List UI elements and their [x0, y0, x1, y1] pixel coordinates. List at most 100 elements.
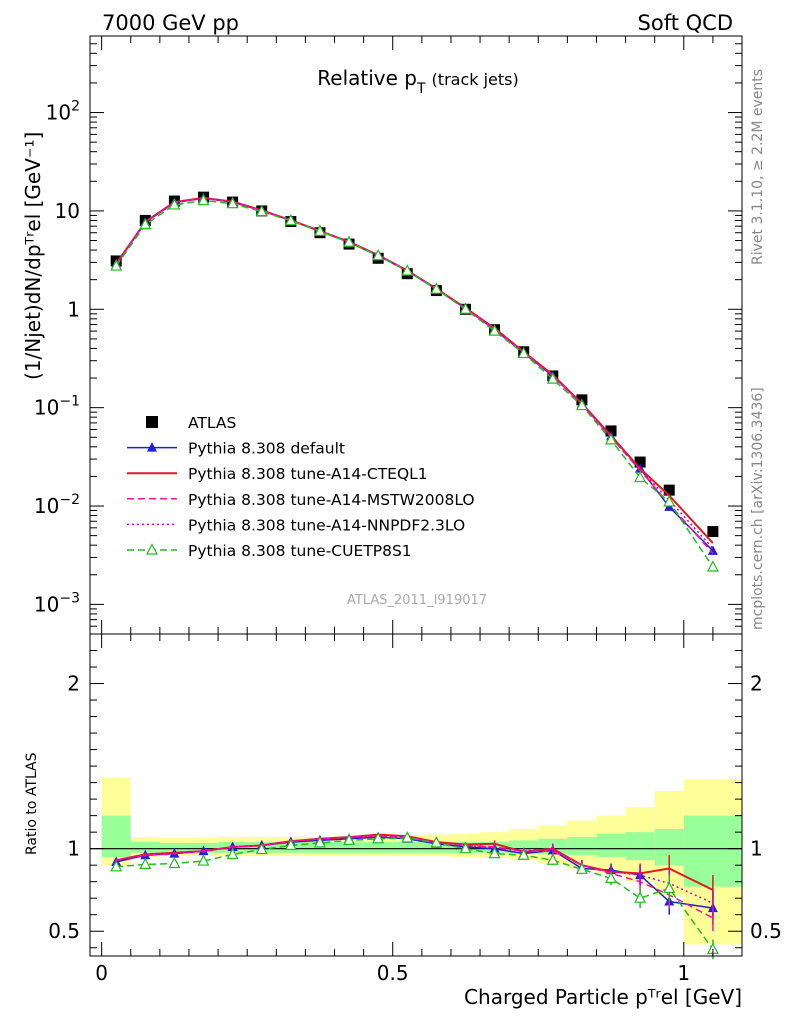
- analysis-watermark: ATLAS_2011_I919017: [347, 593, 487, 608]
- legend-entry: Pythia 8.308 tune-A14-NNPDF2.3LO: [127, 516, 465, 534]
- mc-point: [517, 346, 530, 359]
- ratio-axes: 0.5 0.5 1 1 2 2 0 0.5 1: [48, 634, 782, 985]
- legend-entry: ATLAS: [146, 414, 236, 432]
- mc-point: [663, 495, 676, 507]
- x-tick-label: 1: [677, 961, 690, 985]
- legend-label: Pythia 8.308 tune-A14-CTEQL1: [188, 465, 428, 483]
- ratio-point: [634, 891, 647, 903]
- ratio-point: [197, 854, 210, 866]
- series-5: [110, 193, 719, 572]
- legend-label: Pythia 8.308 default: [188, 440, 345, 458]
- ratio-point: [372, 831, 385, 844]
- ratio-y-tick-label: 1: [67, 837, 80, 861]
- mc-point: [707, 545, 718, 555]
- ratio-point: [139, 857, 152, 869]
- mc-point: [546, 372, 559, 384]
- ratio-y-tick-label-right: 2: [750, 672, 763, 696]
- ratio-point: [517, 848, 530, 860]
- ratio-point: [663, 881, 676, 893]
- legend-entry: Pythia 8.308 tune-A14-CTEQL1: [127, 465, 428, 483]
- data-point: [663, 484, 675, 496]
- ratio-y-tick-label-right: 1: [750, 837, 763, 861]
- band-green: [596, 833, 626, 857]
- ratio-point: [168, 856, 181, 869]
- legend-marker: [146, 416, 158, 428]
- mc-point: [110, 259, 123, 271]
- mc-point: [197, 193, 210, 206]
- legend: ATLAS Pythia 8.308 default Pythia 8.308 tu…: [127, 414, 475, 560]
- band-green: [130, 842, 160, 853]
- mc-point: [284, 213, 297, 226]
- ratio-point: [343, 833, 356, 846]
- main-panel: [110, 191, 719, 572]
- y-tick-label: 10−2: [34, 492, 80, 518]
- ratio-frame: [89, 633, 743, 957]
- mc-point: [226, 196, 239, 209]
- mc-point: [372, 248, 385, 261]
- legend-marker: [147, 442, 157, 452]
- series-line: [115, 197, 714, 550]
- mc-point: [706, 560, 719, 572]
- ratio-point: [401, 831, 414, 843]
- mc-point: [255, 204, 268, 217]
- mc-point: [313, 224, 326, 236]
- data-point: [707, 526, 719, 538]
- y-tick-label: 102: [46, 99, 80, 125]
- series-line: [115, 199, 714, 568]
- y-axis-label-main: (1/Njet)dN/dpᵀʳel [GeV⁻¹]: [21, 132, 45, 380]
- mc-point: [488, 324, 501, 336]
- mc-point: [575, 398, 588, 411]
- mc-point: [459, 302, 472, 314]
- ratio-point: [488, 846, 501, 859]
- header-left: 7000 GeV pp: [102, 11, 239, 35]
- series-4: [115, 197, 714, 550]
- ratio-panel: [90, 777, 742, 960]
- legend-label: Pythia 8.308 tune-A14-NNPDF2.3LO: [188, 516, 465, 534]
- ratio-point: [546, 853, 559, 865]
- band-green: [363, 842, 393, 853]
- data-point: [634, 456, 646, 468]
- ratio-y-tick-label-right: 0.5: [750, 919, 782, 943]
- plot-title: Relative pT (track jets): [317, 66, 518, 97]
- legend-entry: Pythia 8.308 tune-CUETP8S1: [127, 542, 412, 560]
- mc-point: [139, 217, 152, 230]
- ratio-point: [605, 871, 618, 883]
- ratio-point: [110, 860, 123, 872]
- ratio-point: [284, 838, 297, 850]
- legend-label: Pythia 8.308 tune-A14-MSTW2008LO: [188, 491, 475, 509]
- band-green: [334, 842, 364, 853]
- ratio-point: [575, 862, 588, 874]
- x-tick-label: 0: [95, 961, 108, 985]
- ratio-series-4: [110, 831, 719, 960]
- x-tick-label: 0.5: [377, 961, 409, 985]
- main-axes: 10−3 10−2 10−1 1 10 102: [34, 35, 743, 635]
- ratio-y-tick-label: 2: [67, 672, 80, 696]
- mc-point: [605, 433, 618, 445]
- y-tick-label: 10−3: [34, 590, 80, 616]
- header-right: Soft QCD: [638, 11, 733, 35]
- ratio-point: [430, 836, 443, 848]
- band-green: [392, 842, 422, 853]
- mc-point: [401, 264, 414, 276]
- band-green: [567, 837, 597, 856]
- legend-label: ATLAS: [188, 414, 236, 432]
- legend-entry: Pythia 8.308 default: [127, 440, 345, 458]
- ratio-point: [255, 842, 268, 855]
- series-0: [110, 191, 719, 538]
- mc-point: [430, 282, 443, 294]
- legend-label: Pythia 8.308 tune-CUETP8S1: [188, 542, 412, 560]
- band-green: [159, 842, 189, 853]
- rivet-label: Rivet 3.1.10, ≥ 2.2M events: [750, 69, 766, 265]
- ratio-point: [226, 847, 239, 860]
- mc-point: [634, 470, 647, 483]
- mc-point: [343, 235, 356, 247]
- ratio-point: [459, 841, 472, 854]
- mc-point: [168, 198, 181, 210]
- y-axis-label-ratio: Ratio to ATLAS: [24, 752, 40, 855]
- y-tick-label: 10−1: [34, 394, 80, 420]
- band-green: [683, 815, 742, 887]
- band-green: [101, 815, 131, 857]
- y-tick-label: 1: [67, 297, 80, 321]
- mcplots-label: mcplots.cern.ch [arXiv:1306.3436]: [750, 387, 766, 630]
